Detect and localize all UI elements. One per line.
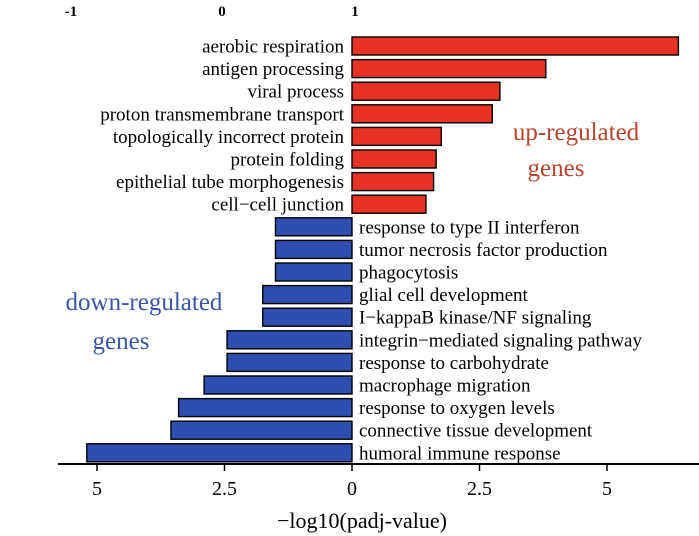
bar-cell-cell-junction [351,194,427,214]
x-tick-label-1: 5 [92,478,102,500]
bars-group [86,36,680,463]
x-axis-title: −log10(padj-value) [277,508,447,533]
bar-label-response-to-oxygen-levels: response to oxygen levels [359,398,555,419]
down-regulated-label: down-regulated [66,289,223,316]
bar-integrin-mediated-signaling-pathway [226,330,353,350]
bar-label-epithelial-tube-morphogenesis: epithelial tube morphogenesis [116,172,344,193]
bar-response-to-type-ii-interferon [274,217,353,237]
bar-response-to-carbohydrate [226,352,353,373]
bar-label-cell-cell-junction: cell−cell junction [211,195,344,216]
bar-macrophage-migration [203,375,353,395]
x-tick-label-4: 2.5 [467,478,492,500]
bar-antigen-processing [351,58,547,79]
bar-label-antigen-processing: antigen processing [202,59,344,80]
bar-label-integrin-mediated-signaling-pathway: integrin−mediated signaling pathway [359,330,642,351]
bar-tumor-necrosis-factor-production [274,239,353,260]
bar-phagocytosis [274,262,353,282]
bar-proton-transmembrane-transport [351,104,493,124]
bar-epithelial-tube-morphogenesis [351,171,435,192]
bar-i-kappab-kinase-nf-signaling [262,307,353,327]
bar-label-topologically-incorrect-protein: topologically incorrect protein [113,127,345,148]
bar-glial-cell-development [262,284,353,305]
bar-label-i-kappab-kinase-nf-signaling: I−kappaB kinase/NF signaling [359,308,592,329]
x-tick-label-2: 2.5 [212,478,237,500]
top-color-scale: -1 0 1 [65,4,359,20]
bar-label-response-to-carbohydrate: response to carbohydrate [359,353,549,374]
up-regulated-label: up-regulated [513,119,640,146]
up-regulated-label-genes: genes [528,155,585,182]
bar-label-connective-tissue-development: connective tissue development [359,421,593,442]
bar-label-response-to-type-ii-interferon: response to type II interferon [359,217,580,238]
down-regulated-label-genes: genes [93,328,150,355]
bar-protein-folding [351,149,437,169]
bar-label-viral-process: viral process [247,82,344,103]
top-scale-tick-2: 0 [218,4,226,20]
bar-label-proton-transmembrane-transport: proton transmembrane transport [100,104,344,125]
bar-label-tumor-necrosis-factor-production: tumor necrosis factor production [359,240,608,261]
bar-label-glial-cell-development: glial cell development [359,285,529,306]
bar-aerobic-respiration [351,36,680,56]
bar-humoral-immune-response [86,443,353,463]
top-scale-tick-3: 1 [351,4,359,20]
x-tick-label-3: 0 [347,478,357,500]
bar-topologically-incorrect-protein [351,126,442,147]
bar-label-phagocytosis: phagocytosis [359,263,458,284]
bar-label-humoral-immune-response: humoral immune response [359,443,561,464]
bar-connective-tissue-development [170,420,353,440]
bar-viral-process [351,81,501,101]
bar-response-to-oxygen-levels [177,397,353,418]
bar-label-protein-folding: protein folding [231,150,345,171]
bar-label-macrophage-migration: macrophage migration [359,376,531,397]
top-scale-tick-1: -1 [65,4,78,20]
bar-label-aerobic-respiration: aerobic respiration [202,37,344,58]
x-axis: 5 2.5 0 2.5 5 [58,463,699,500]
x-tick-label-5: 5 [602,478,612,500]
